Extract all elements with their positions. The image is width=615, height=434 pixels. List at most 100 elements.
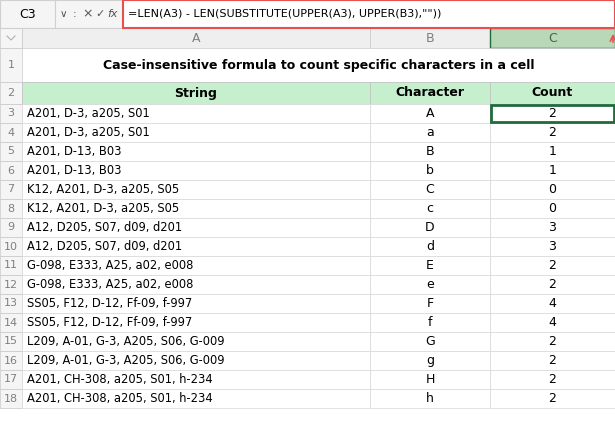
- Text: G-098, E333, A25, a02, e008: G-098, E333, A25, a02, e008: [27, 278, 193, 291]
- Bar: [370, 199, 490, 218]
- Text: Character: Character: [395, 86, 464, 99]
- Text: C: C: [548, 32, 557, 45]
- Text: A12, D205, S07, d09, d201: A12, D205, S07, d09, d201: [27, 221, 182, 234]
- Bar: [370, 332, 490, 351]
- Text: SS05, F12, D-12, Ff-09, f-997: SS05, F12, D-12, Ff-09, f-997: [27, 316, 192, 329]
- Text: a: a: [426, 126, 434, 139]
- Bar: [0, 237, 22, 256]
- Bar: [55, 0, 123, 28]
- Bar: [22, 275, 370, 294]
- Text: 15: 15: [4, 336, 18, 346]
- Bar: [0, 332, 22, 351]
- Bar: [22, 313, 370, 332]
- Text: 1: 1: [7, 60, 15, 70]
- Text: 4: 4: [7, 128, 15, 138]
- Bar: [0, 180, 22, 199]
- Text: A201, CH-308, a205, S01, h-234: A201, CH-308, a205, S01, h-234: [27, 373, 213, 386]
- Text: =LEN(A3) - LEN(SUBSTITUTE(UPPER(A3), UPPER(B3),"")): =LEN(A3) - LEN(SUBSTITUTE(UPPER(A3), UPP…: [128, 9, 442, 19]
- Text: A201, D-3, a205, S01: A201, D-3, a205, S01: [27, 107, 149, 120]
- Bar: [0, 28, 22, 48]
- Text: fx: fx: [108, 9, 118, 19]
- Text: 3: 3: [549, 221, 557, 234]
- Bar: [490, 313, 615, 332]
- Bar: [22, 351, 370, 370]
- Text: Case-insensitive formula to count specific characters in a cell: Case-insensitive formula to count specif…: [103, 59, 534, 72]
- Text: Count: Count: [532, 86, 573, 99]
- Bar: [22, 256, 370, 275]
- Bar: [22, 123, 370, 142]
- Text: 18: 18: [4, 394, 18, 404]
- Bar: [0, 275, 22, 294]
- Text: 7: 7: [7, 184, 15, 194]
- Text: 1: 1: [549, 164, 557, 177]
- Bar: [370, 28, 490, 48]
- Bar: [22, 28, 370, 48]
- Bar: [0, 48, 22, 82]
- Bar: [370, 275, 490, 294]
- Text: 6: 6: [7, 165, 15, 175]
- Text: 8: 8: [7, 204, 15, 214]
- Bar: [370, 351, 490, 370]
- Text: A201, D-3, a205, S01: A201, D-3, a205, S01: [27, 126, 149, 139]
- Bar: [22, 48, 615, 82]
- Text: 2: 2: [549, 354, 557, 367]
- Text: B: B: [426, 32, 434, 45]
- Text: 3: 3: [549, 240, 557, 253]
- Bar: [370, 370, 490, 389]
- Bar: [22, 294, 370, 313]
- Text: ×: ×: [83, 7, 93, 20]
- Bar: [490, 82, 615, 104]
- Text: 2: 2: [549, 335, 557, 348]
- Bar: [0, 370, 22, 389]
- Bar: [490, 351, 615, 370]
- Text: C3: C3: [19, 7, 36, 20]
- Text: c: c: [426, 202, 434, 215]
- Text: b: b: [426, 164, 434, 177]
- Text: 2: 2: [549, 126, 557, 139]
- Bar: [22, 389, 370, 408]
- Text: 16: 16: [4, 355, 18, 365]
- Text: 14: 14: [4, 318, 18, 328]
- Text: 2: 2: [549, 392, 557, 405]
- Text: g: g: [426, 354, 434, 367]
- Bar: [490, 370, 615, 389]
- Bar: [370, 389, 490, 408]
- Bar: [0, 294, 22, 313]
- Bar: [370, 180, 490, 199]
- Bar: [490, 104, 615, 123]
- Bar: [22, 82, 370, 104]
- Bar: [0, 104, 22, 123]
- Text: 2: 2: [549, 107, 557, 120]
- Bar: [490, 218, 615, 237]
- Bar: [370, 161, 490, 180]
- Bar: [0, 313, 22, 332]
- Text: 10: 10: [4, 241, 18, 251]
- Bar: [0, 82, 22, 104]
- Text: E: E: [426, 259, 434, 272]
- Text: 9: 9: [7, 223, 15, 233]
- Bar: [490, 142, 615, 161]
- Bar: [123, 0, 615, 28]
- Text: 2: 2: [549, 259, 557, 272]
- Bar: [490, 275, 615, 294]
- Text: B: B: [426, 145, 434, 158]
- Bar: [370, 104, 490, 123]
- Text: A: A: [192, 32, 200, 45]
- Text: 0: 0: [549, 183, 557, 196]
- Bar: [490, 332, 615, 351]
- Bar: [0, 389, 22, 408]
- Bar: [22, 199, 370, 218]
- Text: h: h: [426, 392, 434, 405]
- Bar: [0, 161, 22, 180]
- Bar: [370, 256, 490, 275]
- Bar: [370, 294, 490, 313]
- Text: G: G: [425, 335, 435, 348]
- Text: F: F: [426, 297, 434, 310]
- Text: 4: 4: [549, 316, 557, 329]
- Text: K12, A201, D-3, a205, S05: K12, A201, D-3, a205, S05: [27, 183, 179, 196]
- Text: 1: 1: [549, 145, 557, 158]
- Bar: [490, 389, 615, 408]
- Bar: [490, 256, 615, 275]
- Bar: [0, 0, 55, 28]
- Bar: [0, 199, 22, 218]
